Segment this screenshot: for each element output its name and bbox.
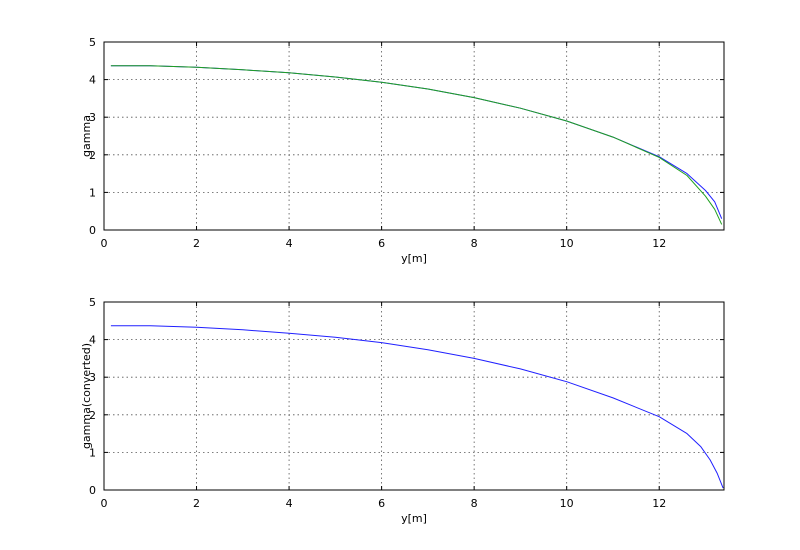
- top-plot-x-tick-label: 4: [286, 237, 293, 250]
- top-plot-y-tick-label: 3: [89, 111, 96, 124]
- top-plot-y-tick-label: 1: [89, 186, 96, 199]
- top-plot-x-ticks: 0 2 4 6 8 10 12: [101, 42, 666, 250]
- bottom-plot-y-axis-label: gamma(converted): [80, 343, 93, 449]
- top-plot-y-tick-label: 4: [89, 74, 96, 87]
- bottom-plot-x-tick-label: 0: [101, 497, 108, 510]
- top-plot-frame: [103, 41, 725, 231]
- bottom-plot-y-tick-label: 4: [89, 334, 96, 347]
- bottom-plot-x-tick-label: 6: [378, 497, 385, 510]
- top-plot-series: [110, 65, 723, 225]
- bottom-plot-x-tick-label: 10: [560, 497, 574, 510]
- top-plot-x-axis-label: y[m]: [401, 252, 427, 265]
- bottom-plot-series-line-1: [110, 325, 724, 489]
- top-plot-y-ticks: 0 1 2 3 4 5: [89, 36, 724, 237]
- top-plot-x-tick-label: 8: [471, 237, 478, 250]
- bottom-plot-x-tick-label: 8: [471, 497, 478, 510]
- top-plot-y-axis-label: gamma: [80, 115, 93, 157]
- top-plot-x-tick-label: 2: [193, 237, 200, 250]
- bottom-plot-y-ticks: 0 1 2 3 4 5: [89, 296, 724, 497]
- top-plot-y-tick-label: 2: [89, 149, 96, 162]
- bottom-plot-x-ticks: 0 2 4 6 8 10 12: [101, 302, 666, 510]
- top-plot-y-tick-label: 0: [89, 224, 96, 237]
- bottom-plot-x-tick-label: 4: [286, 497, 293, 510]
- bottom-plot-y-tick-label: 2: [89, 409, 96, 422]
- top-plot-series-line-2: [110, 65, 723, 225]
- bottom-plot-x-tick-label: 12: [652, 497, 666, 510]
- bottom-plot-y-tick-label: 5: [89, 296, 96, 309]
- bottom-plot-y-tick-label: 3: [89, 371, 96, 384]
- bottom-plot-y-tick-label: 1: [89, 446, 96, 459]
- top-plot-x-tick-label: 0: [101, 237, 108, 250]
- bottom-plot-series: [110, 325, 724, 489]
- bottom-plot-x-axis-label: y[m]: [401, 512, 427, 525]
- top-plot-x-tick-label: 10: [560, 237, 574, 250]
- bottom-plot-frame: [103, 301, 725, 491]
- bottom-plot-y-tick-label: 0: [89, 484, 96, 497]
- top-plot-x-tick-label: 12: [652, 237, 666, 250]
- top-plot-y-tick-label: 5: [89, 36, 96, 49]
- bottom-plot-x-tick-label: 2: [193, 497, 200, 510]
- top-plot-x-tick-label: 6: [378, 237, 385, 250]
